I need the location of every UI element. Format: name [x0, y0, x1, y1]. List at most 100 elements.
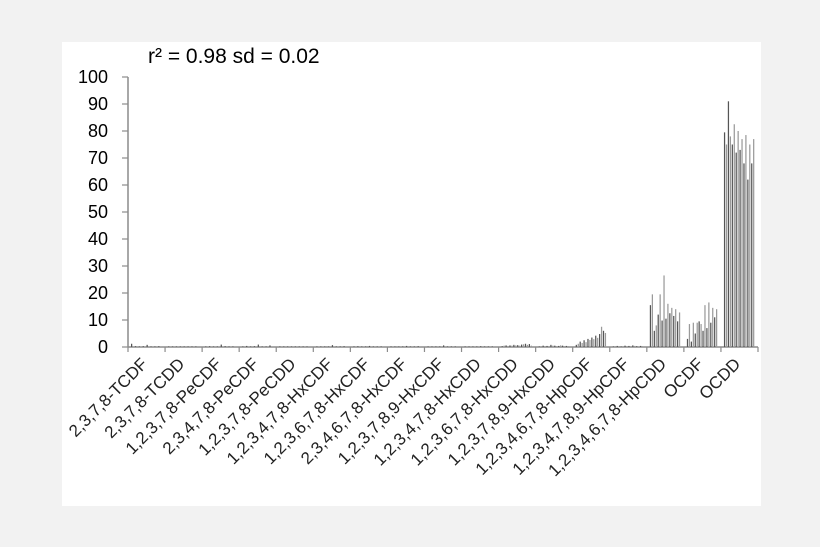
bar: [593, 339, 595, 347]
bar: [168, 346, 170, 347]
bar: [439, 346, 441, 347]
bar: [427, 346, 429, 347]
bar: [470, 346, 472, 347]
bar: [567, 346, 569, 347]
bar: [197, 346, 199, 347]
bar: [616, 345, 618, 347]
bar: [142, 346, 144, 347]
bar: [501, 346, 503, 347]
bar: [659, 294, 661, 347]
bar: [628, 345, 630, 347]
bar: [136, 346, 139, 347]
bar: [558, 345, 560, 347]
bar: [618, 346, 620, 347]
bar: [407, 346, 410, 347]
bar: [614, 346, 616, 347]
bar: [230, 346, 232, 347]
bar: [524, 343, 527, 347]
bar: [134, 346, 137, 347]
bar: [585, 342, 587, 347]
bar: [638, 346, 640, 347]
bar: [521, 344, 523, 347]
bar: [189, 346, 191, 347]
bar: [402, 346, 404, 347]
bar: [183, 346, 185, 347]
bar: [698, 321, 700, 347]
bar: [667, 303, 669, 347]
chart-annotation: r² = 0.98 sd = 0.02: [148, 45, 320, 68]
bar: [152, 346, 154, 347]
bar: [132, 346, 135, 347]
bar: [205, 346, 207, 347]
bar: [173, 346, 176, 347]
bar: [212, 346, 215, 347]
bar: [265, 346, 267, 347]
bar: [148, 346, 150, 347]
bar: [743, 163, 745, 347]
bar: [443, 345, 445, 347]
bar: [599, 334, 601, 347]
bar: [493, 346, 495, 347]
bar: [220, 344, 222, 347]
bar: [170, 346, 172, 347]
bar: [327, 346, 330, 347]
bar: [374, 346, 376, 347]
bar: [677, 321, 679, 347]
bar: [653, 330, 655, 347]
bar: [357, 346, 359, 347]
bar: [409, 346, 412, 347]
bar: [222, 346, 224, 347]
bar: [448, 346, 451, 347]
bar: [665, 318, 667, 347]
bar: [376, 346, 378, 347]
bar: [489, 346, 491, 347]
bar: [737, 131, 739, 347]
bar: [723, 132, 726, 347]
bar: [706, 328, 708, 347]
bar: [413, 346, 415, 347]
y-tick-label: 80: [88, 121, 108, 141]
bar: [632, 345, 634, 347]
bar: [296, 346, 298, 347]
bar: [326, 346, 328, 347]
x-tick-label: OCDD: [695, 354, 744, 403]
bar: [382, 346, 384, 347]
bar: [400, 346, 402, 347]
y-tick-label: 100: [78, 67, 108, 87]
bar: [259, 346, 261, 347]
bar: [249, 346, 252, 347]
bar: [747, 179, 749, 347]
bar: [745, 135, 747, 347]
bar: [563, 346, 566, 347]
bar: [331, 345, 334, 347]
y-tick-label: 70: [88, 148, 108, 168]
bar: [702, 330, 704, 347]
bar: [158, 346, 160, 347]
bar: [343, 346, 345, 347]
bar: [733, 124, 735, 347]
bar: [731, 144, 733, 347]
bar: [269, 345, 271, 347]
bar: [612, 346, 614, 347]
bar: [630, 346, 632, 347]
y-tick-label: 30: [88, 256, 108, 276]
bar: [649, 305, 652, 347]
bar: [271, 346, 273, 347]
bar: [714, 317, 716, 347]
bar: [641, 346, 644, 347]
bar: [519, 345, 521, 347]
bar: [741, 139, 743, 347]
bar: [544, 346, 546, 347]
bar: [156, 346, 158, 347]
bar: [716, 309, 718, 347]
bar: [300, 346, 302, 347]
bar: [365, 346, 367, 347]
bar: [179, 346, 181, 347]
bar: [485, 346, 488, 347]
bar: [290, 346, 293, 347]
bar: [751, 163, 753, 347]
bar: [474, 346, 476, 347]
bar: [589, 339, 591, 347]
bar: [454, 346, 456, 347]
